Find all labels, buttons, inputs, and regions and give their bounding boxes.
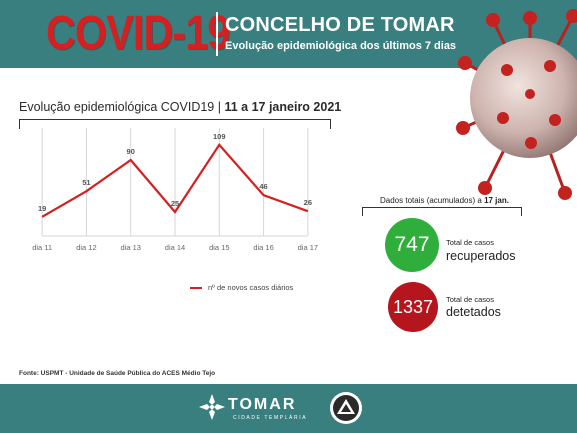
x-tick-label: dia 11 [32,243,52,252]
header-divider [216,12,218,56]
totals-frame-tick-left [362,207,363,216]
totals-frame-tick-right [521,207,522,216]
data-label: 46 [259,182,267,191]
data-label: 90 [127,147,135,156]
totals-label: Dados totais (acumulados) a 17 jan. [380,196,509,205]
header-banner [0,0,577,68]
chart-frame-tick-right [330,119,331,129]
tomar-brand-subtitle: CIDADE TEMPLÁRIA [233,415,308,421]
chart-heading: Evolução epidemiológica COVID19 | 11 a 1… [19,100,341,114]
x-tick-label: dia 12 [76,243,96,252]
civil-protection-icon [330,392,362,424]
line-chart: 19 51 90 25 109 46 26 dia 11 dia 12 dia 13 dia 14 d… [32,128,318,252]
covid-title: COVID-19 [46,7,230,60]
templar-cross-icon [199,394,225,420]
x-tick-label: dia 13 [120,243,140,252]
footer-banner [0,384,577,433]
source-note: Fonte: USPMT - Unidade de Saúde Pública … [19,370,216,377]
detected-count-badge: 1337 [388,282,438,332]
data-label: 51 [82,178,90,187]
chart-heading-period: 11 a 17 janeiro 2021 [224,100,342,114]
data-label: 25 [171,199,179,208]
tomar-brand-name: TOMAR [228,396,297,413]
header-title: CONCELHO DE TOMAR [225,14,455,36]
recovered-caption: recuperados [446,249,516,263]
legend-swatch [190,286,202,289]
detected-caption-small: Total de casos [446,295,494,304]
data-label: 109 [213,132,226,141]
recovered-count-badge: 747 [385,218,439,272]
totals-label-date: 17 jan. [484,196,509,205]
data-label: 26 [304,198,312,207]
header-subtitle: Evolução epidemiológica dos últimos 7 di… [225,40,457,52]
coronavirus-icon [456,9,577,200]
legend-label: nº de novos casos diários [208,283,294,292]
x-tick-label: dia 17 [298,243,318,252]
totals-label-prefix: Dados totais (acumulados) a [380,196,482,205]
recovered-caption-small: Total de casos [446,238,494,247]
series-line [41,142,309,218]
chart-frame-tick-left [19,119,20,129]
chart-heading-separator: | [217,100,221,114]
detected-caption: detetados [446,305,501,319]
chart-heading-prefix: Evolução epidemiológica COVID19 [19,100,215,114]
data-label: 19 [38,204,46,213]
chart-legend: nº de novos casos diários [190,283,293,292]
x-tick-label: dia 15 [209,243,229,252]
x-tick-label: dia 16 [253,243,273,252]
totals-frame-line [362,207,522,208]
chart-frame-line [19,119,331,120]
x-tick-label: dia 14 [165,243,185,252]
